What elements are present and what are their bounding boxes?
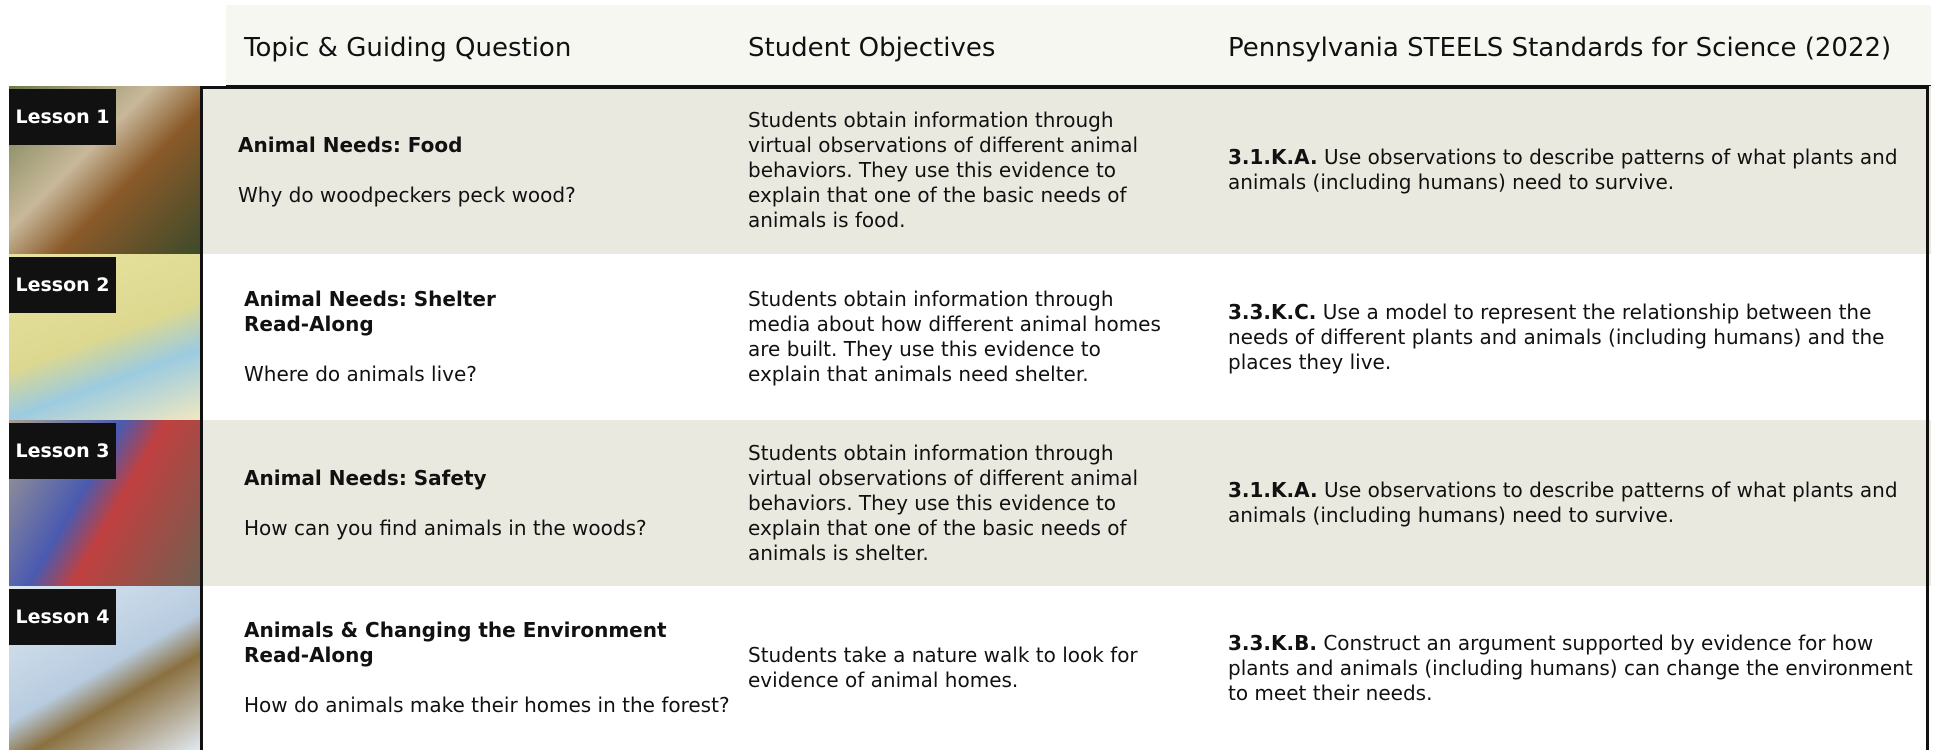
standard-text: Use observations to describe patterns of… [1228,145,1898,194]
topic-cell: Animal Needs: Shelter Read-Along Where do … [244,254,744,420]
objective: Students obtain information through virt… [748,440,1139,565]
standard-cell: 3.3.K.C. Use a model to represent the re… [1228,254,1923,420]
standard-text: Use a model to represent the relationshi… [1228,299,1885,374]
header-cell: Topic & Guiding Question [244,33,572,63]
objective: Students obtain information through virt… [748,107,1139,232]
topic-title: Read-Along [244,643,374,667]
objective: Students take a nature walk to look for … [748,643,1138,692]
topic-cell: Animals & Changing the Environment Read-A… [244,586,744,750]
objective-cell: Students take a nature walk to look for … [748,586,1178,750]
objective: Students obtain information through medi… [748,287,1161,386]
guiding-question: Why do woodpeckers peck wood? [238,182,576,207]
guiding-question: How can you find animals in the woods? [244,515,647,540]
guiding-question: How do animals make their homes in the f… [244,693,730,717]
guiding-question: Where do animals live? [244,362,477,386]
standard-code: 3.1.K.A. [1228,478,1318,502]
standard: 3.1.K.A. Use observations to describe pa… [1228,145,1923,195]
lesson-label: Lesson 1 [9,89,116,145]
objective-cell: Students obtain information through medi… [748,254,1178,420]
header-cell: Student Objectives [748,33,996,63]
standard-cell: 3.3.K.B. Construct an argument supported… [1228,586,1923,750]
objective-cell: Students obtain information through virt… [748,86,1178,254]
standard: 3.3.K.B. Construct an argument supported… [1228,631,1923,706]
topic-title: Read-Along [244,312,374,336]
topic-title: Animal Needs: Shelter [244,287,496,311]
lesson-image: Lesson 2 [9,254,200,420]
header-cell: Pennsylvania STEELS Standards for Scienc… [1228,33,1892,63]
topic-title: Animal Needs: Food [238,132,463,157]
lesson-image: Lesson 1 [9,86,200,254]
standard-cell: 3.1.K.A. Use observations to describe pa… [1228,420,1923,586]
topic-cell: Animal Needs: Safety How can you find ani… [244,420,744,586]
lesson-label: Lesson 4 [9,589,116,645]
objective-cell: Students obtain information through virt… [748,420,1178,586]
standard-text: Construct an argument supported by evide… [1228,630,1913,705]
standard: 3.3.K.C. Use a model to represent the re… [1228,300,1923,375]
standard-cell: 3.1.K.A. Use observations to describe pa… [1228,86,1923,254]
table-row: Animal Needs: Food Why do woodpeckers pec… [200,86,1931,254]
table-row: Animal Needs: Safety How can you find ani… [200,420,1931,586]
topic-cell: Animal Needs: Food Why do woodpeckers pec… [238,86,738,254]
standard-code: 3.3.K.C. [1228,299,1317,324]
standard-code: 3.1.K.A. [1228,145,1318,169]
topic-title: Animals & Changing the Environment [244,618,667,642]
table-row: Animal Needs: Shelter Read-Along Where do … [200,254,1931,420]
standard: 3.1.K.A. Use observations to describe pa… [1228,478,1923,528]
lesson-label: Lesson 2 [9,257,116,313]
table-row: Animals & Changing the Environment Read-A… [200,586,1931,750]
lesson-image: Lesson 3 [9,420,200,586]
topic-title: Animal Needs: Safety [244,465,487,490]
header: Topic & Guiding Question Student Objecti… [226,5,1931,88]
lesson-image: Lesson 4 [9,586,200,750]
standard-text: Use observations to describe patterns of… [1228,478,1898,527]
standard-code: 3.3.K.B. [1228,630,1317,655]
lesson-label: Lesson 3 [9,423,116,479]
